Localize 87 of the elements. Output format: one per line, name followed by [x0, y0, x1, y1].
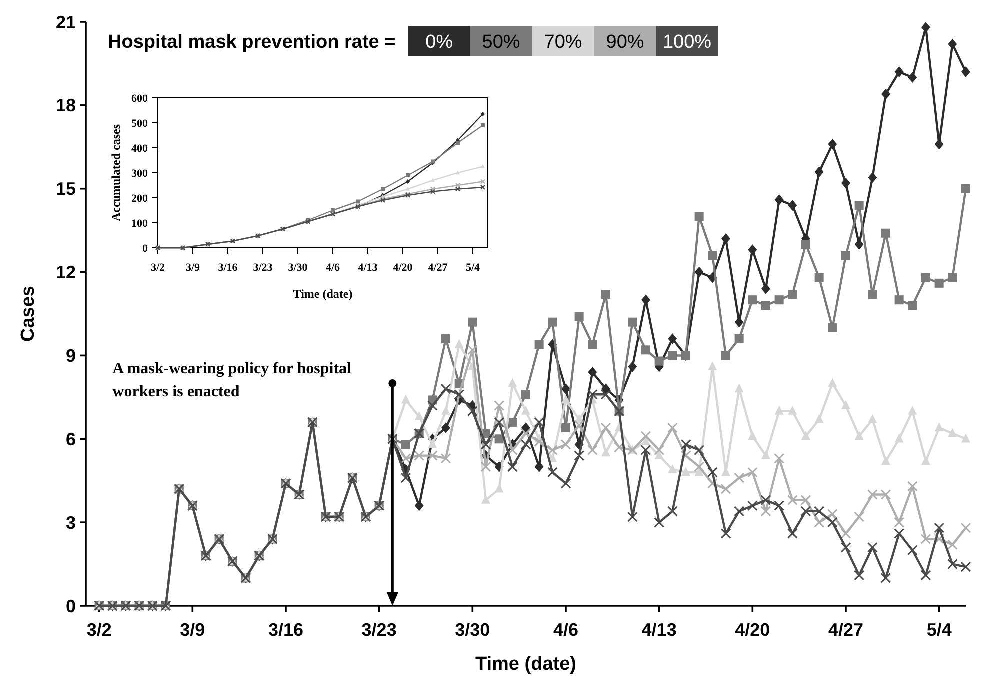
point [442, 422, 450, 434]
x-tick-label: 3/9 [180, 620, 206, 640]
point [962, 66, 970, 78]
point [381, 187, 385, 192]
text: 100% [662, 32, 712, 53]
y-tick-label: 500 [132, 118, 148, 130]
x-tick-label: 4/27 [428, 262, 448, 274]
x-tick-label: 3/30 [455, 620, 490, 640]
point [456, 170, 460, 175]
point [331, 208, 335, 212]
point [788, 200, 798, 211]
x-tick-label: 4/6 [553, 620, 579, 640]
x-tick-label: 3/30 [288, 262, 308, 274]
y-tick-label: 18 [56, 96, 76, 116]
point [894, 66, 904, 78]
point [748, 244, 758, 256]
point [842, 178, 850, 189]
x-tick-label: 3/9 [186, 262, 201, 274]
x-tick-label: 5/4 [926, 620, 952, 640]
x-tick-label: 3/23 [253, 262, 274, 274]
point [481, 112, 485, 117]
legend-title: Hospital mask prevention rate = [108, 32, 396, 53]
x-tick-label: 5/4 [466, 262, 481, 274]
point [908, 72, 918, 84]
y-tick-label: 400 [132, 142, 148, 155]
point [406, 179, 410, 184]
text: 70% [544, 32, 582, 53]
point [694, 266, 704, 278]
x-tick-label: 4/6 [326, 262, 341, 274]
point [668, 334, 678, 344]
x-tick-label: 4/13 [642, 620, 677, 640]
x-tick-label: 3/2 [150, 262, 166, 274]
point [588, 367, 598, 378]
y-tick-label: 21 [56, 12, 76, 32]
y-axis-title: Accumulated cases [109, 124, 123, 222]
point [481, 164, 485, 168]
point [628, 361, 638, 372]
y-tick-label: 600 [132, 92, 148, 105]
point [534, 462, 544, 472]
point [868, 172, 878, 184]
point [356, 200, 360, 204]
x-tick-label: 3/23 [362, 620, 397, 640]
x-tick-label: 3/16 [218, 262, 238, 274]
x-tick-label: 4/27 [828, 620, 864, 640]
point [430, 189, 436, 194]
point [406, 174, 410, 178]
y-tick-label: 9 [66, 346, 76, 366]
y-tick-label: 0 [142, 242, 148, 255]
point [882, 88, 890, 100]
point [431, 178, 435, 182]
point [456, 141, 460, 145]
x-tick-label: 4/20 [393, 262, 414, 274]
y-tick-label: 100 [132, 218, 148, 230]
y-tick-label: 200 [132, 192, 148, 205]
point [406, 186, 410, 191]
point [455, 186, 461, 192]
x-tick-label: 3/16 [268, 620, 304, 640]
point [602, 384, 610, 394]
y-tick-label: 300 [132, 168, 148, 180]
x-axis-title: Time (date) [293, 287, 353, 301]
point [828, 138, 838, 150]
y-tick-label: 0 [66, 596, 76, 616]
text: 90% [606, 32, 644, 53]
text: 0% [426, 32, 454, 53]
x-tick-label: 4/13 [358, 262, 378, 274]
y-axis-title: Cases [18, 286, 39, 342]
y-tick-label: 6 [66, 429, 76, 450]
point [922, 22, 930, 33]
point [814, 166, 824, 178]
point [762, 284, 770, 294]
text: 50% [482, 32, 520, 53]
point [481, 124, 485, 128]
point [642, 294, 650, 306]
point [414, 500, 424, 512]
y-tick-label: 15 [56, 179, 76, 200]
x-axis-title: Time (date) [475, 654, 577, 675]
y-tick-label: 12 [56, 262, 76, 283]
annotation: A mask-wearing policy for hospital workers is enacted [112, 360, 352, 401]
point [722, 234, 730, 244]
y-tick-label: 3 [66, 512, 76, 533]
x-tick-label: 4/20 [735, 620, 770, 640]
point [562, 384, 570, 394]
point [430, 186, 436, 192]
point [948, 38, 958, 50]
x-tick-label: 3/2 [86, 620, 112, 640]
point [774, 194, 784, 206]
point [522, 422, 530, 434]
